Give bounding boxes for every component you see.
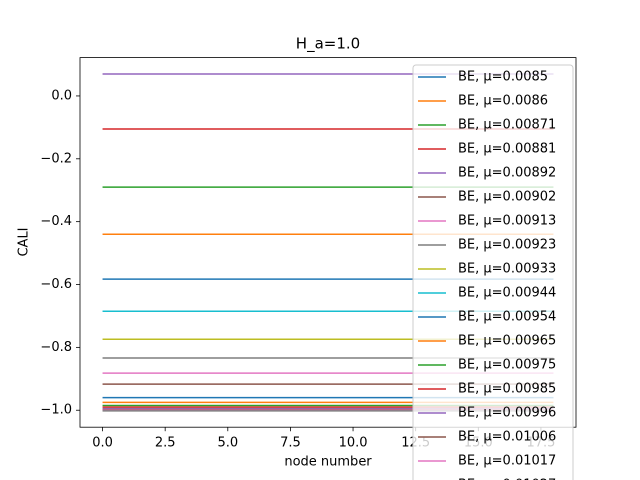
legend-box — [412, 64, 574, 480]
legend-label: BE, μ=0.00881 — [458, 142, 556, 157]
y-tick-label: 0.0 — [51, 88, 72, 103]
y-tick-label: −0.6 — [40, 277, 72, 292]
x-tick-label: 7.5 — [280, 436, 301, 451]
y-axis-label: CALI — [17, 227, 32, 256]
legend-label: BE, μ=0.00933 — [458, 262, 556, 277]
legend-label: BE, μ=0.01017 — [458, 454, 556, 469]
legend-label: BE, μ=0.00975 — [458, 358, 556, 373]
legend: BE, μ=0.0085 BE, μ=0.0086 BE, μ=0.00871 BE,… — [412, 64, 574, 480]
legend-label: BE, μ=0.00892 — [458, 166, 556, 181]
legend-label: BE, μ=0.01027 — [458, 478, 556, 480]
legend-label: BE, μ=0.00985 — [458, 382, 556, 397]
legend-label: BE, μ=0.00996 — [458, 406, 556, 421]
legend-label: BE, μ=0.00871 — [458, 118, 556, 133]
x-tick-label: 5.0 — [217, 436, 238, 451]
legend-label: BE, μ=0.00954 — [458, 310, 556, 325]
legend-label: BE, μ=0.0085 — [458, 70, 548, 85]
y-tick-label: −0.8 — [40, 340, 72, 355]
legend-label: BE, μ=0.00902 — [458, 190, 556, 205]
chart-title: H_a=1.0 — [296, 35, 360, 54]
y-tick-label: −1.0 — [40, 403, 72, 418]
legend-label: BE, μ=0.00965 — [458, 334, 556, 349]
legend-label: BE, μ=0.00913 — [458, 214, 556, 229]
x-tick-label: 2.5 — [155, 436, 176, 451]
y-tick-label: −0.2 — [40, 151, 72, 166]
legend-label: BE, μ=0.00923 — [458, 238, 556, 253]
x-axis-label: node number — [284, 455, 372, 470]
x-tick-label: 10.0 — [339, 436, 368, 451]
y-tick-label: −0.4 — [40, 214, 72, 229]
legend-label: BE, μ=0.0086 — [458, 94, 548, 109]
x-tick-label: 0.0 — [92, 436, 113, 451]
plot-frame — [79, 57, 577, 428]
legend-label: BE, μ=0.01006 — [458, 430, 556, 445]
legend-label: BE, μ=0.00944 — [458, 286, 556, 301]
